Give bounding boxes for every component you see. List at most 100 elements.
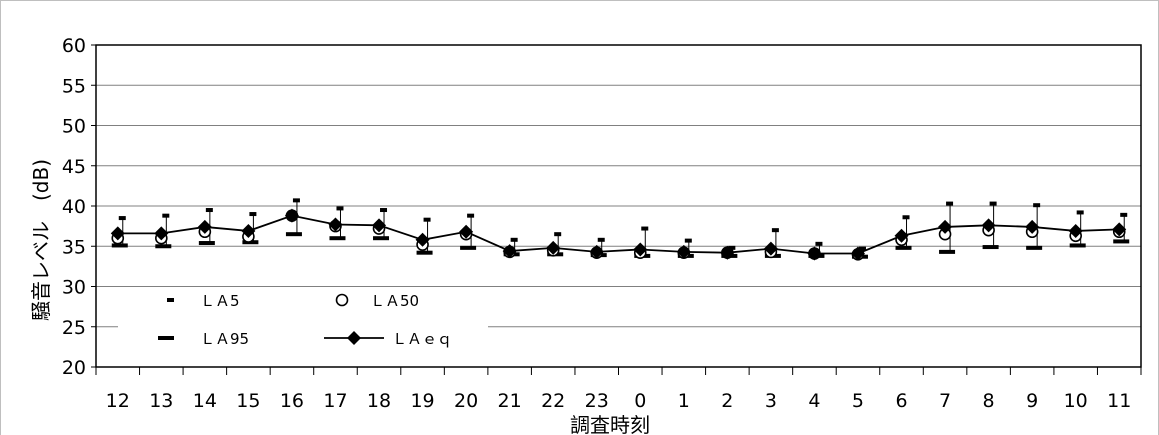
la95-point-10 (1069, 243, 1086, 248)
y-axis: 20 25 30 35 40 45 50 55 60 (62, 35, 96, 379)
laeq-point-7 (938, 219, 953, 234)
series-marks (110, 198, 1130, 261)
la5-point-2 (728, 245, 736, 250)
la5-point-5 (858, 246, 866, 251)
y-tick-label-35: 35 (62, 236, 86, 258)
la95-point-18 (373, 236, 390, 241)
laeq-point-9 (1025, 219, 1040, 234)
x-tick-label-4: 4 (808, 390, 820, 412)
la95-point-14 (198, 241, 215, 246)
la5-point-21 (510, 237, 518, 242)
legend-la95-label: ＬＡ95 (200, 330, 249, 348)
laeq-point-8 (981, 218, 996, 233)
laeq-point-1 (676, 244, 691, 259)
la5-point-3 (771, 228, 779, 233)
laeq-point-21 (502, 244, 517, 259)
x-tick-label-16: 16 (280, 390, 304, 412)
laeq-point-11 (1112, 222, 1127, 237)
legend-la50-marker (335, 293, 349, 307)
x-tick-label-20: 20 (454, 390, 478, 412)
x-tick-label-14: 14 (193, 390, 217, 412)
x-tick-label-12: 12 (106, 390, 130, 412)
laeq-point-14 (197, 219, 212, 234)
laeq-point-20 (459, 224, 474, 239)
x-tick-label-3: 3 (765, 390, 777, 412)
legend-box (118, 288, 488, 356)
laeq-point-3 (763, 241, 778, 256)
laeq-point-22 (546, 240, 561, 255)
la5-point-20 (467, 213, 475, 218)
la5-point-22 (554, 232, 562, 237)
laeq-point-18 (372, 218, 387, 233)
laeq-point-4 (807, 246, 822, 261)
la5-point-7 (946, 201, 954, 206)
legend: ＬＡ5 ＬＡ50 ＬＡ95 ＬＡｅｑ (158, 292, 452, 348)
x-tick-label-17: 17 (323, 390, 347, 412)
x-tick-label-13: 13 (149, 390, 173, 412)
x-tick-label-6: 6 (895, 390, 907, 412)
la95-point-8 (982, 245, 999, 250)
la95-point-6 (895, 245, 912, 250)
x-tick-label-0: 0 (634, 390, 646, 412)
la5-point-4 (815, 241, 823, 246)
x-tick-label-2: 2 (721, 390, 733, 412)
la95-point-7 (939, 249, 956, 254)
laeq-point-5 (850, 246, 865, 261)
laeq-point-23 (589, 244, 604, 259)
la5-point-14 (205, 208, 213, 213)
la95-point-13 (155, 244, 172, 249)
laeq-point-16 (284, 208, 299, 223)
y-tick-label-20: 20 (62, 357, 86, 379)
la5-point-19 (423, 217, 431, 222)
y-axis-label: 騒音レベル (dB) (29, 159, 53, 321)
laeq-point-12 (110, 226, 125, 241)
x-tick-label-10: 10 (1064, 390, 1088, 412)
la5-point-10 (1076, 210, 1084, 215)
la95-point-11 (1113, 239, 1130, 244)
x-tick-label-18: 18 (367, 390, 391, 412)
laeq-point-19 (415, 232, 430, 247)
la95-point-16 (285, 232, 302, 237)
laeq-point-0 (633, 242, 648, 257)
x-tick-label-15: 15 (236, 390, 260, 412)
y-tick-label-25: 25 (62, 317, 86, 339)
la95-point-19 (416, 250, 433, 255)
y-tick-label-45: 45 (62, 156, 86, 178)
legend-la50-label: ＬＡ50 (370, 292, 419, 310)
la5-point-17 (336, 206, 344, 211)
laeq-point-6 (894, 228, 909, 243)
y-tick-label-60: 60 (62, 35, 86, 57)
legend-la5-marker (167, 298, 174, 302)
x-tick-label-22: 22 (541, 390, 565, 412)
y-tick-label-30: 30 (62, 277, 86, 299)
y-tick-label-55: 55 (62, 75, 86, 97)
y-tick-label-50: 50 (62, 116, 86, 138)
legend-la5-label: ＬＡ5 (200, 292, 240, 310)
la5-point-13 (162, 213, 170, 218)
legend-la95-marker (158, 336, 174, 340)
la5-point-1 (684, 238, 692, 243)
la5-point-11 (1120, 212, 1128, 217)
la95-point-9 (1026, 245, 1043, 250)
x-tick-label-7: 7 (939, 390, 951, 412)
laeq-line (117, 214, 1120, 255)
laeq-point-15 (241, 223, 256, 238)
la5-point-6 (902, 215, 910, 220)
x-axis-label: 調査時刻 (570, 413, 650, 435)
x-axis: 12 13 14 15 16 17 18 19 20 21 22 23 0 1 2 3 4 5 6 7 8 9 10 11 (95, 367, 1142, 412)
la5-point-18 (380, 208, 388, 213)
x-tick-label-1: 1 (678, 390, 690, 412)
la5-point-12 (118, 216, 126, 221)
x-tick-label-11: 11 (1107, 390, 1131, 412)
legend-laeq-label: ＬＡｅｑ (392, 330, 452, 348)
laeq-point-2 (720, 245, 735, 260)
la5-point-15 (249, 212, 257, 217)
laeq-point-17 (328, 217, 343, 232)
x-tick-label-19: 19 (410, 390, 434, 412)
la5-point-23 (597, 237, 605, 242)
legend-laeq-marker (347, 331, 361, 345)
x-tick-label-8: 8 (983, 390, 995, 412)
laeq-point-13 (154, 226, 169, 241)
